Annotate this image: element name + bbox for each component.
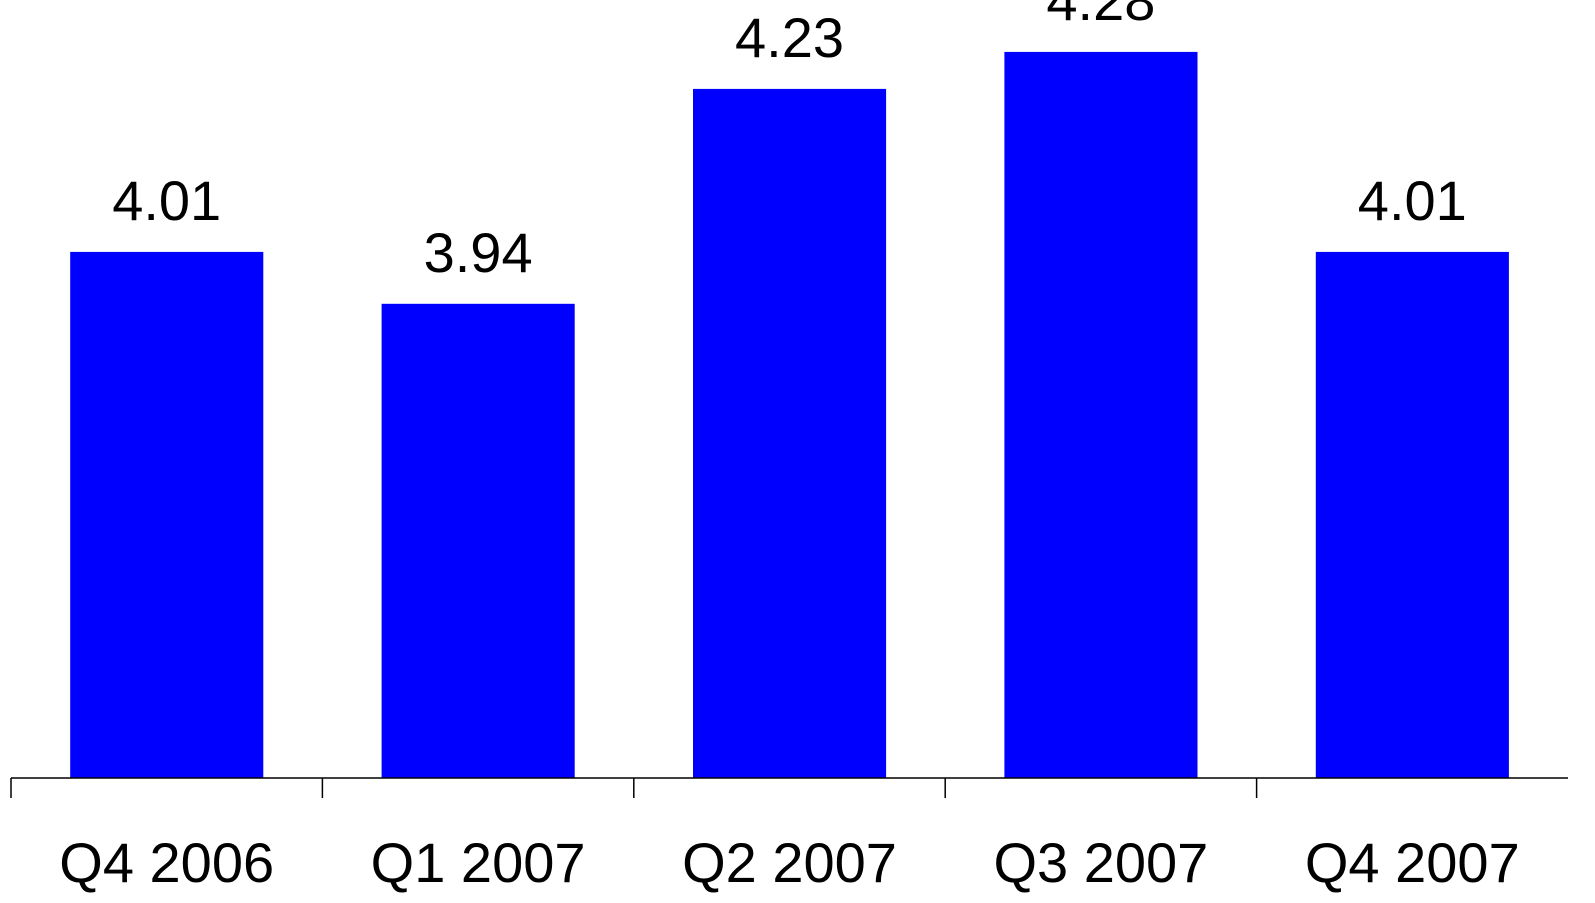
value-label-4: 4.01 [1358,169,1467,232]
bar-2 [693,88,887,778]
value-label-0: 4.01 [112,169,221,232]
bar-4 [1315,251,1509,778]
value-label-3: 4.28 [1046,0,1155,32]
bar-0 [70,251,264,778]
category-label-4: Q4 2007 [1305,831,1520,894]
value-labels-layer: 4.01 3.94 4.23 4.28 4.01 [112,0,1467,284]
bar-1 [381,303,575,778]
category-label-0: Q4 2006 [59,831,274,894]
bars-layer [70,51,1509,778]
category-label-2: Q2 2007 [682,831,897,894]
category-label-3: Q3 2007 [993,831,1208,894]
x-axis [10,777,1568,798]
bar-3 [1004,51,1198,778]
value-label-2: 4.23 [735,6,844,69]
value-label-1: 3.94 [424,221,533,284]
category-labels-layer: Q4 2006 Q1 2007 Q2 2007 Q3 2007 Q4 2007 [59,831,1519,894]
category-label-1: Q1 2007 [371,831,586,894]
